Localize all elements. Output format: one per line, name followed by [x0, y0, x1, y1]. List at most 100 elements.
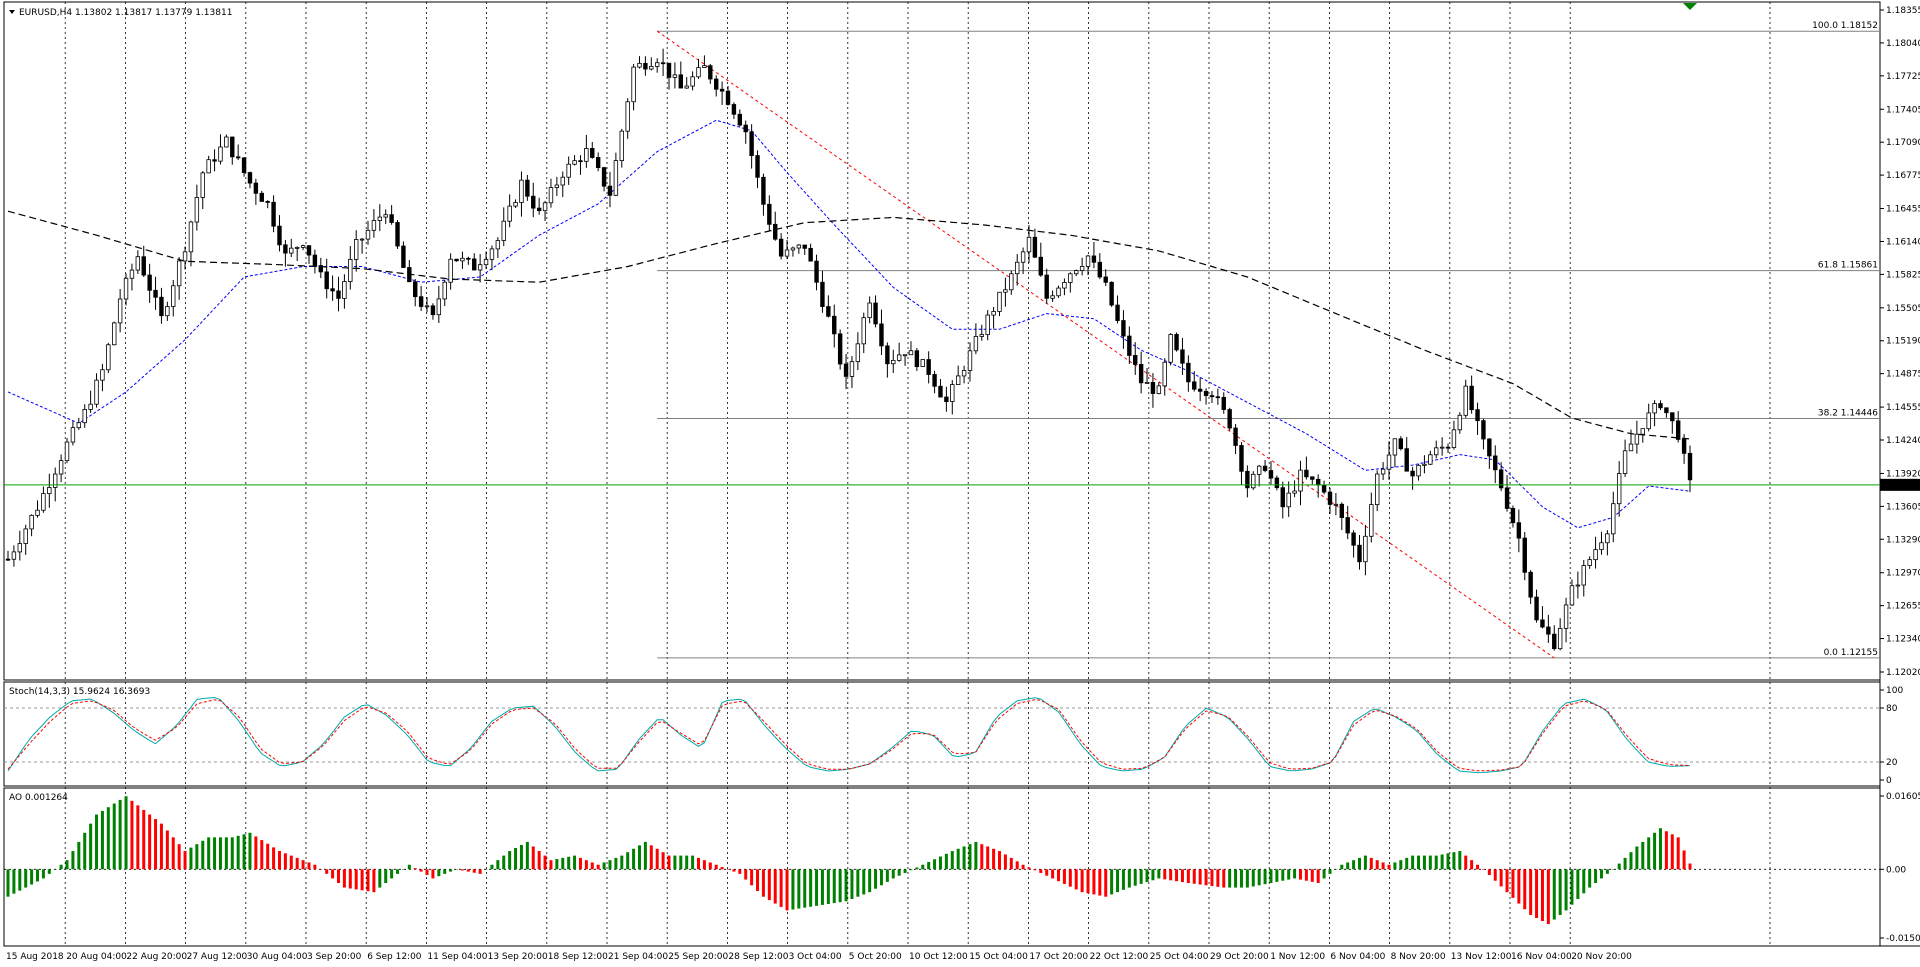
bull-candle: [383, 214, 388, 218]
bear-candle: [926, 359, 931, 375]
ao-bar: [407, 864, 411, 870]
bull-candle: [501, 220, 506, 241]
ao-bar: [903, 869, 907, 873]
time-axis-label: 20 Aug 04:00: [66, 952, 127, 962]
bull-candle: [106, 344, 111, 371]
ao-bar: [425, 869, 429, 876]
ao-bar: [1452, 852, 1456, 870]
ao-header: AO 0.001264: [9, 793, 68, 803]
bull-candle: [1557, 627, 1563, 650]
ao-bar: [100, 810, 104, 870]
time-axis-label: 20 Nov 20:00: [1571, 952, 1632, 962]
symbol-menu-triangle-icon[interactable]: [9, 10, 15, 14]
bull-candle: [1611, 503, 1616, 535]
ema-line: [7, 119, 1691, 529]
bull-candle: [88, 403, 93, 410]
bull-candle: [855, 343, 861, 363]
bull-candle: [58, 460, 64, 475]
bull-candle: [1428, 454, 1433, 465]
ao-bar: [1399, 860, 1403, 870]
ao-bar: [1658, 828, 1662, 870]
ao-panel[interactable]: [3, 787, 1881, 947]
ao-bar: [1322, 869, 1326, 879]
ao-bar: [413, 868, 417, 870]
ao-bar: [1293, 869, 1297, 879]
ao-bar: [573, 855, 577, 870]
ao-bar: [248, 832, 252, 870]
bull-candle: [64, 441, 70, 462]
ao-bar: [106, 807, 110, 870]
main-price-panel[interactable]: [3, 1, 1881, 681]
ao-bar: [815, 869, 819, 906]
ao-bar: [307, 862, 311, 870]
bear-candle: [1121, 320, 1126, 337]
price-axis-label: 1.13290: [1886, 535, 1920, 545]
ao-bar: [1316, 869, 1320, 884]
ao-bar: [71, 851, 75, 870]
ao-bar: [1540, 869, 1544, 922]
ao-bar: [77, 841, 81, 870]
time-axis-label: 3 Sep 20:00: [307, 952, 362, 962]
bull-candle: [1144, 381, 1150, 384]
bull-candle: [991, 311, 996, 316]
ao-bar: [1487, 869, 1491, 876]
ao-bar: [195, 844, 199, 870]
ao-bar: [643, 841, 647, 870]
ao-bar: [1641, 841, 1645, 870]
bear-candle: [778, 238, 784, 257]
bull-candle: [1634, 433, 1640, 445]
bull-candle: [891, 359, 896, 365]
bear-candle: [826, 306, 831, 317]
ao-bar: [1511, 869, 1515, 898]
trend-line[interactable]: [656, 30, 1555, 659]
price-axis-label: 1.12655: [1886, 602, 1920, 612]
ao-bar: [1192, 869, 1196, 884]
bear-candle: [873, 302, 878, 325]
fibonacci-retracement[interactable]: 100.0 1.18152 61.8 1.15861 38.2 1.14446 0.0…: [657, 21, 1880, 659]
bull-candle: [1581, 565, 1586, 586]
bear-candle: [1664, 407, 1669, 414]
bear-candle: [536, 207, 542, 212]
ao-bar: [1281, 869, 1285, 881]
bull-candle: [1640, 428, 1645, 435]
bull-candle: [654, 62, 660, 67]
fib-trend-line[interactable]: [656, 30, 1555, 659]
ao-bar: [1358, 857, 1362, 870]
ao-bar: [325, 869, 329, 874]
chart-shift-marker-icon[interactable]: [1683, 3, 1697, 10]
bull-candle: [1422, 463, 1427, 466]
ao-bar: [1175, 869, 1179, 882]
ao-bar: [124, 796, 128, 870]
time-axis[interactable]: 15 Aug 2018 20 Aug 04:00 22 Aug 20:00 27 Au…: [6, 952, 1632, 962]
ao-bar: [584, 860, 588, 870]
bull-candle: [867, 302, 872, 319]
stoch-signal-line: [7, 699, 1691, 772]
stochastic-panel[interactable]: [3, 681, 1881, 787]
bull-candle: [23, 528, 28, 544]
ao-bar: [165, 830, 169, 870]
bull-candle: [300, 245, 306, 248]
fib-level-label: 0.0 1.12155: [1824, 648, 1878, 658]
bull-candle: [483, 258, 489, 266]
ao-bar: [915, 867, 919, 870]
ao-bar: [673, 855, 677, 870]
price-axis-label: 1.15190: [1886, 337, 1920, 347]
ao-bar: [1676, 837, 1680, 870]
bear-candle: [312, 254, 318, 266]
ao-bar: [567, 856, 571, 870]
bear-candle: [802, 244, 807, 249]
ao-bar: [189, 847, 193, 870]
bear-candle: [743, 124, 748, 133]
ao-bar: [992, 848, 996, 870]
bull-candle: [1363, 535, 1368, 563]
bear-candle: [1186, 362, 1191, 383]
stochastic-lines: [7, 696, 1691, 774]
bull-candle: [135, 256, 141, 271]
ao-bar: [1334, 869, 1338, 870]
ao-bar: [472, 869, 476, 873]
price-axis[interactable]: 1.18355 1.18040 1.17725 1.17405 1.17090 1.167…: [1880, 6, 1920, 944]
ao-bar: [401, 869, 405, 870]
bull-candle: [377, 216, 383, 221]
ao-bar: [561, 857, 565, 870]
